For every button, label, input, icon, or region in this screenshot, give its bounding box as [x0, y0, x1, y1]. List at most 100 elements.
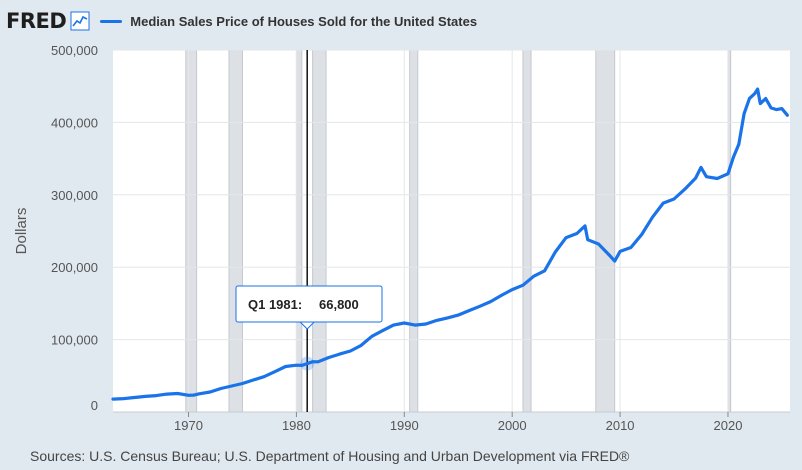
data-point [338, 352, 341, 356]
data-point [532, 274, 535, 278]
tooltip-value: 66,800 [319, 297, 359, 312]
data-point [349, 349, 352, 353]
data-point [586, 238, 589, 241]
data-point [575, 232, 579, 235]
y-tick-label: 0 [91, 398, 98, 413]
data-point [694, 176, 697, 180]
tooltip-date: Q1 1981: [248, 297, 302, 312]
data-point [252, 378, 255, 382]
data-point [699, 166, 703, 169]
data-point [608, 253, 611, 257]
data-point [732, 155, 735, 159]
data-point [753, 92, 757, 95]
tooltip-pointer [298, 321, 316, 330]
data-point [316, 360, 320, 364]
data-point [165, 392, 169, 396]
data-point [311, 360, 314, 363]
y-axis-label: Dollars [13, 208, 30, 255]
data-point [198, 392, 201, 395]
data-point [759, 102, 762, 105]
data-point [219, 387, 223, 390]
recession-band [295, 49, 303, 413]
data-point [133, 396, 136, 399]
data-point [705, 175, 708, 178]
data-point [554, 250, 557, 254]
data-point [510, 288, 514, 291]
line-chart[interactable]: 0 100,000 200,000 300,000 400,000 500,000 197… [0, 0, 802, 440]
chart-header: FRED Median Sales Price of Houses Sold f… [6, 8, 477, 34]
data-point [742, 112, 746, 115]
data-point [651, 216, 654, 219]
data-point [392, 323, 395, 327]
data-point [446, 316, 449, 320]
data-point [478, 305, 482, 308]
y-tick-label: 500,000 [51, 43, 98, 58]
data-point [154, 394, 158, 397]
data-point [457, 313, 460, 317]
data-point [715, 177, 719, 180]
hover-marker [300, 356, 315, 371]
gridlines [113, 49, 790, 413]
recession-band [595, 49, 616, 413]
data-point [284, 365, 287, 368]
data-points [111, 87, 789, 401]
x-tick-label: 1990 [390, 418, 419, 433]
x-tick-label: 1970 [174, 418, 203, 433]
tooltip: Q1 1981: 66,800 [235, 285, 383, 330]
recession-band [522, 49, 532, 413]
data-point [748, 97, 751, 100]
y-tick-label: 200,000 [51, 260, 98, 275]
y-tick-label: 100,000 [51, 333, 98, 348]
legend-series-label[interactable]: Median Sales Price of Houses Sold for th… [130, 13, 478, 29]
recession-band [409, 49, 419, 413]
data-point [295, 364, 298, 367]
data-point [327, 356, 330, 359]
recession-band [185, 49, 198, 413]
data-point [769, 106, 773, 110]
data-point [370, 335, 374, 338]
y-tick-label: 400,000 [51, 115, 98, 130]
x-tick-label: 2000 [498, 418, 527, 433]
data-point [381, 329, 384, 332]
data-point [208, 390, 212, 394]
y-axis: 0 100,000 200,000 300,000 400,000 500,000 [51, 43, 98, 413]
data-point [241, 382, 244, 385]
data-point [780, 107, 784, 110]
data-point [111, 397, 115, 401]
series-line[interactable] [111, 87, 789, 401]
data-point [613, 259, 616, 263]
data-point [192, 393, 196, 397]
data-point [726, 172, 730, 176]
data-point [629, 246, 633, 249]
data-point [273, 370, 277, 373]
data-point [176, 392, 179, 395]
data-point [144, 395, 147, 398]
legend-line-swatch [100, 19, 123, 23]
data-point [424, 322, 428, 326]
data-point [500, 294, 503, 297]
data-point [597, 242, 600, 246]
chart-trend-icon [70, 11, 90, 31]
data-point [764, 97, 767, 100]
plot-area [113, 50, 790, 412]
data-point [737, 143, 740, 146]
data-point [187, 394, 190, 397]
data-point [775, 108, 778, 111]
data-point [403, 321, 406, 325]
data-point [786, 113, 789, 117]
fred-logo[interactable]: FRED [6, 9, 67, 33]
x-tick-label: 2010 [606, 418, 635, 433]
data-point [230, 384, 233, 388]
recession-band [228, 49, 243, 413]
data-point [359, 344, 363, 347]
data-point [489, 300, 492, 303]
data-point [662, 201, 665, 205]
data-point [640, 233, 643, 236]
y-tick-label: 300,000 [51, 188, 98, 203]
data-point [618, 250, 622, 253]
source-note: Sources: U.S. Census Bureau; U.S. Depart… [30, 448, 630, 464]
data-point [756, 87, 759, 91]
data-point [683, 187, 687, 191]
data-point [672, 197, 676, 201]
data-point [543, 269, 546, 273]
